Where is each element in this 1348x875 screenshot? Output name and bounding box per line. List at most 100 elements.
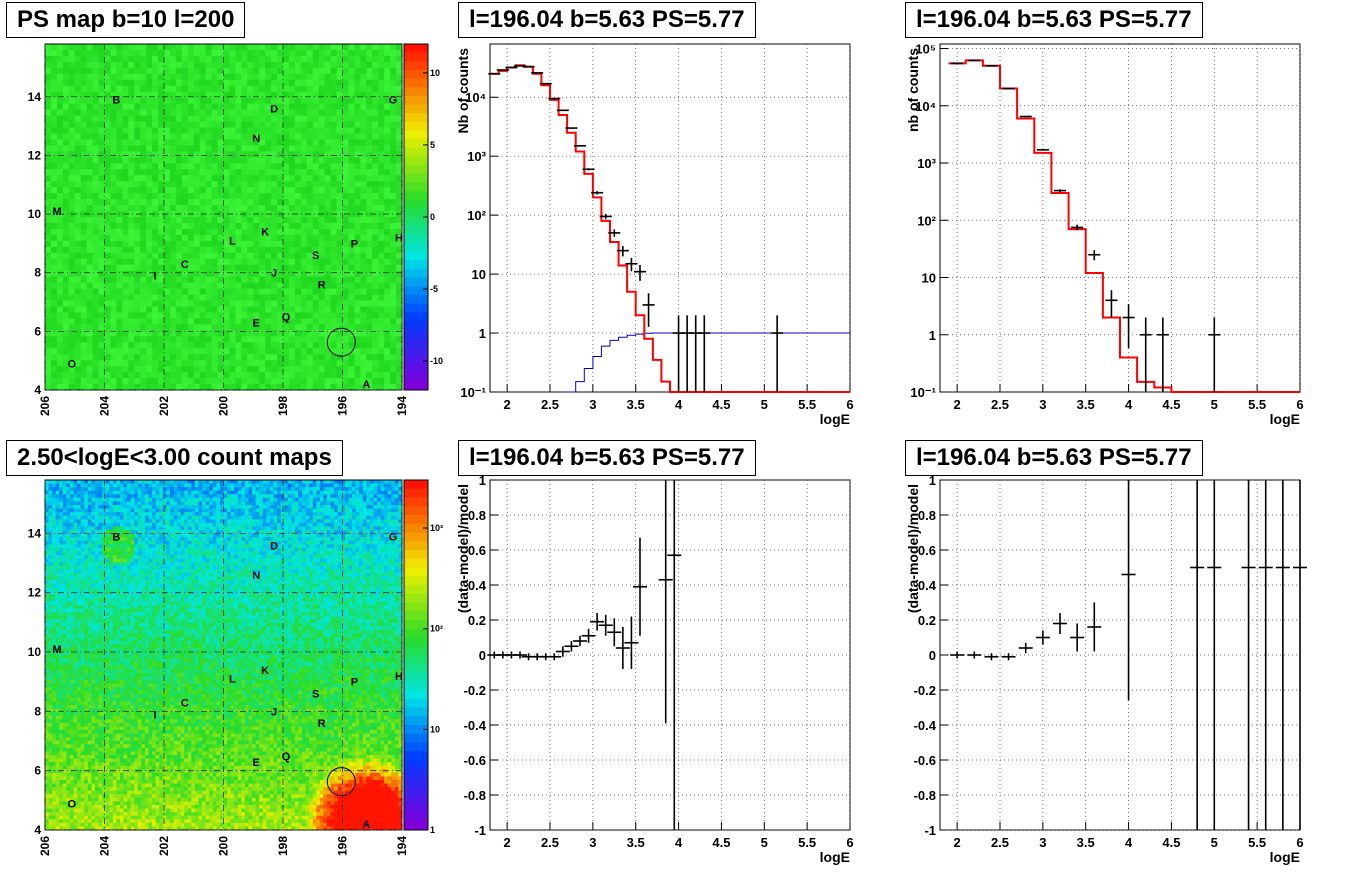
ps_map-colorbar-tick-0: 0 xyxy=(430,212,435,222)
spectrum2-xtick-2.5: 2.5 xyxy=(991,397,1009,412)
spectrum2-xtick-4.5: 4.5 xyxy=(1162,397,1180,412)
count_map-xtick-198: 198 xyxy=(276,836,290,856)
resid1-point-17 xyxy=(633,537,647,636)
resid1-point-13 xyxy=(598,614,613,636)
spectrum2-ytick-10⁴: 10⁴ xyxy=(915,99,936,114)
spectrum1-point-10 xyxy=(574,145,586,147)
resid2-point-5 xyxy=(1035,630,1050,645)
spectrum2-point-10 xyxy=(1122,304,1135,349)
count_map-source-E: E xyxy=(253,757,260,769)
count_map-source-P: P xyxy=(351,677,358,689)
resid1-point-12 xyxy=(590,613,605,631)
resid1-ytick-0.6: 0.6 xyxy=(468,543,486,558)
spectrum1-point-22 xyxy=(698,315,711,392)
resid1-ytick-0: 0 xyxy=(479,648,486,663)
resid1-ytick-0.2: 0.2 xyxy=(468,613,486,628)
resid2-xtick-6: 6 xyxy=(1296,835,1303,850)
count_map-source-J: J xyxy=(271,706,277,718)
spectrum1-point-7 xyxy=(548,97,561,100)
spectrum2-point-0 xyxy=(951,62,964,65)
spectrum1-xtick-3.5: 3.5 xyxy=(627,397,645,412)
spectrum1-point-14 xyxy=(608,229,621,237)
resid2-point-0 xyxy=(950,651,965,659)
ps_map-ytick-6: 6 xyxy=(34,324,41,338)
resid1-point-3 xyxy=(513,651,527,659)
resid2-xtick-2.5: 2.5 xyxy=(991,835,1009,850)
ps_map-source-circle xyxy=(326,327,356,357)
spectrum2-point-8 xyxy=(1088,250,1101,261)
ps_map-heatmap xyxy=(45,44,403,391)
spectrum1-title: l=196.04 b=5.63 PS=5.77 xyxy=(458,2,756,38)
count_map-colorbar-tick-1: 1 xyxy=(430,825,435,835)
count_map-colorbar-tick-10²: 10² xyxy=(430,624,443,634)
count_map-source-G: G xyxy=(389,531,398,543)
resid2-ytick--0.4: -0.4 xyxy=(914,718,937,733)
spectrum1-point-5 xyxy=(531,71,544,74)
count_map-source-A: A xyxy=(362,819,370,831)
spectrum1-ytick-10³: 10³ xyxy=(467,149,486,164)
resid2-ytick-0: 0 xyxy=(929,648,936,663)
resid2-xtick-4.5: 4.5 xyxy=(1162,835,1180,850)
count_map-source-O: O xyxy=(67,798,76,810)
ps_map-source-P: P xyxy=(351,238,358,250)
resid2-point-8 xyxy=(1087,602,1102,652)
spectrum1-point-17 xyxy=(634,264,646,281)
ps_map-xtick-198: 198 xyxy=(276,396,290,416)
resid2-ytick-0.4: 0.4 xyxy=(918,578,937,593)
resid2-point-4 xyxy=(1018,642,1033,654)
spectrum1-point-16 xyxy=(625,257,638,272)
resid2-point-15 xyxy=(1293,480,1307,830)
resid1-ytick--1: -1 xyxy=(474,823,486,838)
ps_map-source-K: K xyxy=(261,227,269,239)
ps_map-colorbar-tick-10: 10 xyxy=(430,68,440,78)
resid2-title: l=196.04 b=5.63 PS=5.77 xyxy=(905,440,1203,476)
count_map-source-I: I xyxy=(154,709,157,721)
resid1-point-18 xyxy=(658,480,673,724)
resid2-ytick--1: -1 xyxy=(924,823,936,838)
resid1-point-15 xyxy=(615,627,630,669)
spectrum2-point-3 xyxy=(1002,87,1015,90)
spectrum1-xtick-6: 6 xyxy=(846,397,853,412)
resid1-point-11 xyxy=(581,628,596,643)
ps_map-source-O: O xyxy=(67,359,76,371)
resid1-ytick--0.8: -0.8 xyxy=(464,788,486,803)
resid1-point-7 xyxy=(547,653,562,661)
resid1-ytick-0.4: 0.4 xyxy=(468,578,487,593)
resid1-ytick-1: 1 xyxy=(479,473,486,488)
resid1-title: l=196.04 b=5.63 PS=5.77 xyxy=(458,440,756,476)
ps-map-title: PS map b=10 l=200 xyxy=(6,2,246,38)
spectrum2-point-5 xyxy=(1036,149,1049,151)
spectrum1-xtick-3: 3 xyxy=(589,397,596,412)
resid1-xtick-3.5: 3.5 xyxy=(627,835,645,850)
spectrum1-frame xyxy=(489,43,851,393)
spectrum2-xtick-5.5: 5.5 xyxy=(1248,397,1266,412)
count_map-source-N: N xyxy=(252,570,260,582)
spectrum2-xtick-5: 5 xyxy=(1211,397,1218,412)
spectrum1-xtick-4.5: 4.5 xyxy=(712,397,730,412)
spectrum2-xtick-4: 4 xyxy=(1125,397,1133,412)
resid2-point-13 xyxy=(1258,480,1273,830)
ps_map-colorbar-tick-5: 5 xyxy=(430,140,435,150)
count_map-xtick-200: 200 xyxy=(217,836,231,856)
resid2-point-12 xyxy=(1241,480,1256,830)
spectrum1-xtick-4: 4 xyxy=(675,397,683,412)
resid1-point-9 xyxy=(564,641,579,652)
ps_map-source-C: C xyxy=(181,259,189,271)
count_map-source-L: L xyxy=(229,674,236,686)
count_map-source-H: H xyxy=(395,671,403,683)
resid2-ylabel: (data-model)/model xyxy=(905,484,921,613)
resid2-ytick-0.2: 0.2 xyxy=(918,613,936,628)
resid2-xtick-4: 4 xyxy=(1125,835,1133,850)
ps_map-source-R: R xyxy=(318,279,326,291)
spectrum2-ytick-10: 10 xyxy=(922,271,936,286)
count_map-heatmap xyxy=(45,480,403,831)
ps_map-xtick-202: 202 xyxy=(157,396,171,416)
spectrum1-point-1 xyxy=(496,69,509,71)
ps_map-source-H: H xyxy=(395,233,403,245)
count_map-xtick-202: 202 xyxy=(157,836,171,856)
ps_map-source-G: G xyxy=(389,95,398,107)
ps_map-source-Q: Q xyxy=(282,312,291,324)
resid1-point-19 xyxy=(667,480,682,830)
spectrum1-point-2 xyxy=(505,66,518,69)
spectrum1-point-18 xyxy=(642,293,655,327)
